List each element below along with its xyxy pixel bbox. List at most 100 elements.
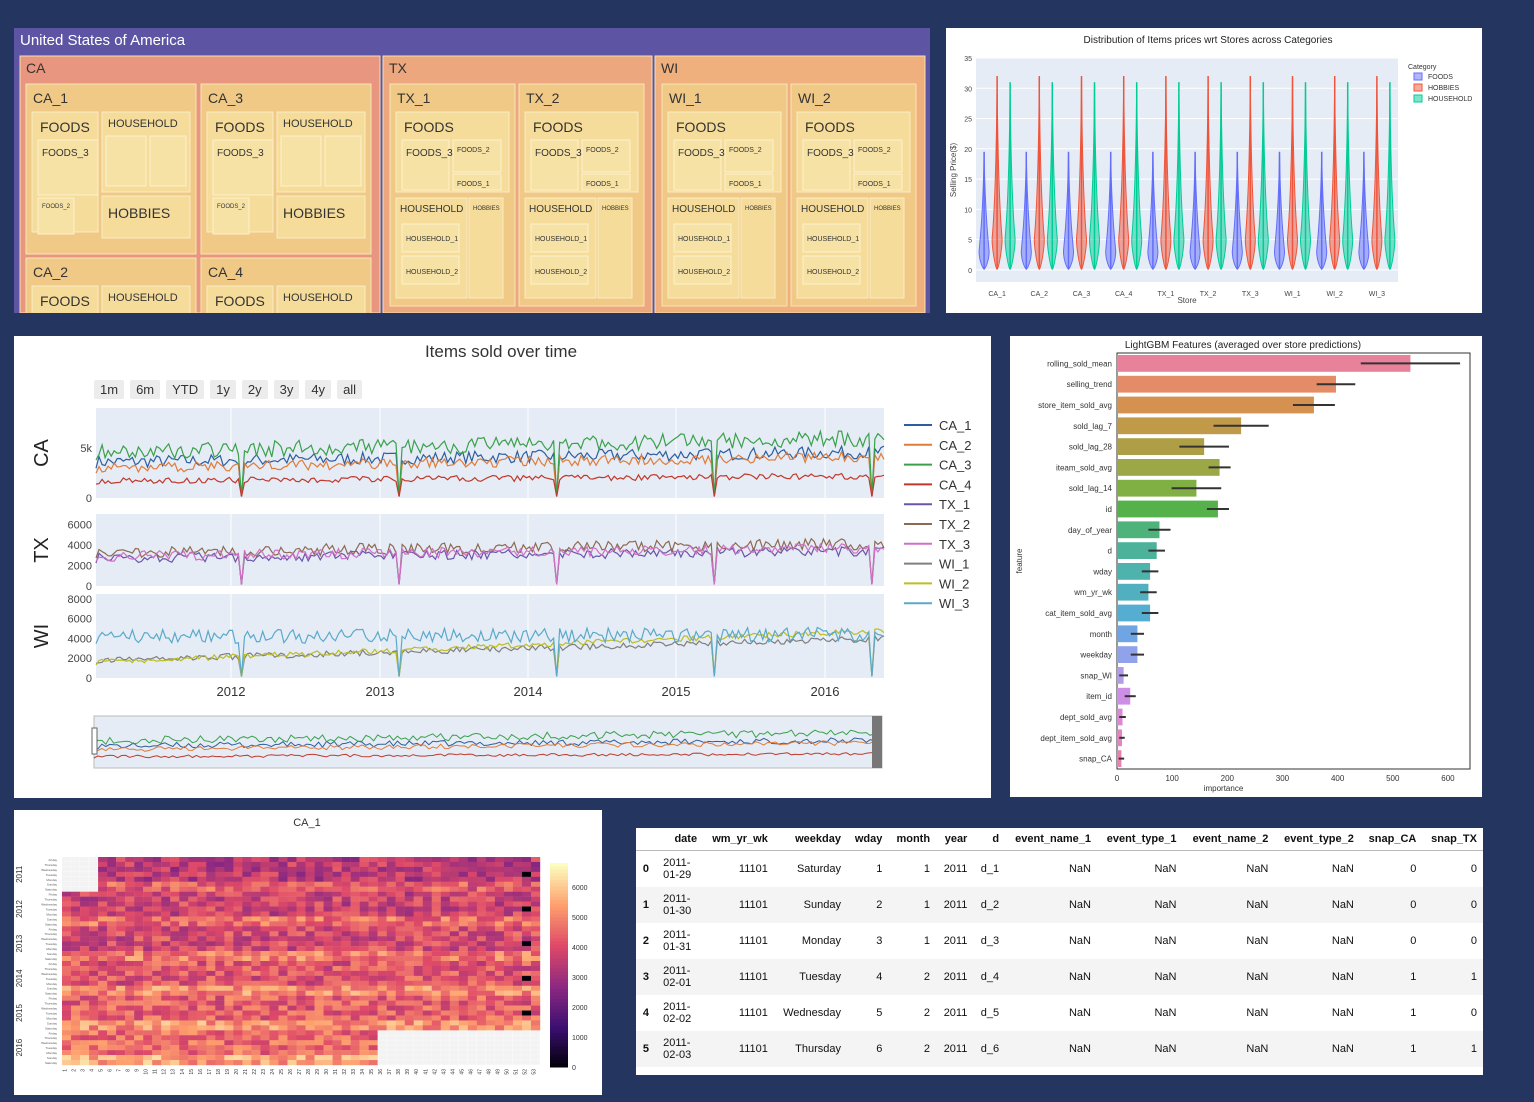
heatmap-cell bbox=[188, 1000, 198, 1006]
heatmap-cell bbox=[188, 990, 198, 996]
heatmap-cell bbox=[467, 936, 478, 942]
heatmap-cell bbox=[116, 1035, 126, 1041]
heatmap-cell-empty bbox=[422, 1045, 432, 1050]
range-button-4y[interactable]: 4y bbox=[305, 380, 332, 399]
heatmap-cell bbox=[512, 871, 523, 878]
heatmap-day-label: Thursday bbox=[44, 1002, 57, 1006]
heatmap-cell bbox=[314, 1000, 324, 1006]
heatmap-cell-empty bbox=[530, 1060, 540, 1065]
heatmap-cell bbox=[215, 916, 225, 922]
heatmap-cell bbox=[233, 901, 243, 907]
heatmap-cell bbox=[314, 946, 324, 952]
heatmap-cell bbox=[332, 990, 342, 996]
table-cell: NaN bbox=[1097, 959, 1183, 995]
heatmap-day-label: Sunday bbox=[47, 883, 58, 887]
range-button-1m[interactable]: 1m bbox=[94, 380, 125, 399]
heatmap-cell-empty bbox=[476, 1060, 486, 1065]
heatmap-cell bbox=[458, 926, 469, 932]
heatmap-title: CA_1 bbox=[293, 817, 321, 829]
heatmap-cell bbox=[440, 876, 451, 882]
heatmap-cell-empty bbox=[449, 1045, 459, 1050]
heatmap-cell bbox=[314, 881, 324, 887]
range-button-ytd[interactable]: YTD bbox=[166, 380, 205, 399]
heatmap-colorbar-segment bbox=[550, 1046, 568, 1051]
heatmap-cell bbox=[62, 906, 72, 912]
treemap-store-label: TX_2 bbox=[526, 90, 560, 106]
heatmap-cell bbox=[359, 1035, 369, 1041]
heatmap-cell bbox=[359, 906, 369, 912]
range-button-2y[interactable]: 2y bbox=[241, 380, 268, 399]
heatmap-cell bbox=[431, 965, 441, 972]
heatmap-cell bbox=[458, 901, 469, 907]
heatmap-cell bbox=[116, 857, 126, 863]
heatmap-cell bbox=[98, 965, 108, 972]
heatmap-cell bbox=[278, 1015, 288, 1021]
range-button-3y[interactable]: 3y bbox=[273, 380, 300, 399]
range-button-6m[interactable]: 6m bbox=[130, 380, 161, 399]
heatmap-cell bbox=[296, 921, 306, 927]
heatmap-cell bbox=[314, 956, 324, 962]
heatmap-cell bbox=[368, 980, 378, 986]
heatmap-cell bbox=[89, 1045, 99, 1051]
treemap-dept-foods-2 bbox=[724, 139, 774, 173]
treemap-dept-household-2 bbox=[673, 255, 732, 285]
heatmap-cell bbox=[386, 965, 396, 972]
heatmap-day-label: Wednesday bbox=[41, 868, 57, 872]
heatmap-cell bbox=[152, 965, 162, 972]
heatmap-cell bbox=[269, 956, 279, 962]
heatmap-cell bbox=[125, 857, 135, 863]
table-cell: 11101 bbox=[738, 935, 768, 947]
treemap-dept-label: HOUSEHOLD_2 bbox=[406, 269, 458, 276]
heatmap-cell bbox=[287, 1030, 297, 1036]
heatmap-cell bbox=[251, 896, 261, 902]
table-cell: 11101 bbox=[703, 1031, 774, 1067]
lgbm-bar bbox=[1117, 479, 1197, 497]
heatmap-cell bbox=[179, 1005, 189, 1011]
heatmap-cell bbox=[170, 861, 180, 868]
heatmap-cell bbox=[242, 931, 252, 937]
heatmap-cell bbox=[269, 1030, 279, 1036]
heatmap-cell bbox=[125, 965, 135, 972]
heatmap-cell bbox=[323, 1050, 333, 1056]
heatmap-cell bbox=[224, 980, 234, 986]
heatmap-cell bbox=[62, 1050, 72, 1056]
heatmap-cell bbox=[476, 1010, 487, 1016]
heatmap-cell bbox=[314, 916, 324, 922]
heatmap-cell bbox=[449, 970, 460, 977]
heatmap-colorbar-segment bbox=[550, 1039, 568, 1044]
heatmap-day-label: Tuesday bbox=[46, 1011, 58, 1015]
heatmap-cell bbox=[440, 906, 451, 912]
heatmap-cell bbox=[494, 975, 505, 982]
heatmap-cell bbox=[467, 995, 478, 1001]
heatmap-cell bbox=[197, 946, 207, 952]
heatmap-cell bbox=[125, 1045, 135, 1051]
heatmap-cell bbox=[179, 921, 189, 927]
violin-panel: Distribution of Items prices wrt Stores … bbox=[946, 28, 1482, 313]
range-button-1y[interactable]: 1y bbox=[210, 380, 236, 399]
heatmap-cell bbox=[152, 936, 162, 942]
heatmap-cell bbox=[368, 901, 378, 907]
heatmap-cell bbox=[386, 956, 396, 962]
heatmap-cell bbox=[341, 881, 351, 887]
violin-ytick-label: 35 bbox=[964, 56, 972, 63]
heatmap-cell bbox=[404, 871, 414, 878]
heatmap-cell bbox=[161, 1010, 171, 1016]
heatmap-week-label: 26 bbox=[288, 1069, 294, 1075]
heatmap-cell-empty bbox=[440, 1035, 450, 1040]
treemap-category-hobbies bbox=[468, 197, 504, 299]
heatmap-cell bbox=[485, 936, 496, 942]
heatmap-day-label: Monday bbox=[46, 1016, 57, 1020]
heatmap-cell bbox=[206, 906, 216, 912]
heatmap-cell bbox=[332, 926, 342, 932]
table-cell: 0 bbox=[1410, 863, 1417, 875]
heatmap-cell bbox=[494, 866, 505, 873]
heatmap-cell bbox=[98, 1000, 108, 1006]
heatmap-cell-empty bbox=[530, 1045, 540, 1050]
table-row-index: 1 bbox=[636, 887, 655, 923]
heatmap-cell bbox=[215, 926, 225, 932]
table-cell: NaN bbox=[1331, 935, 1354, 947]
range-button-all[interactable]: all bbox=[337, 380, 363, 399]
heatmap-cell bbox=[350, 881, 360, 887]
heatmap-cell bbox=[170, 990, 180, 996]
heatmap-cell bbox=[116, 1020, 126, 1026]
